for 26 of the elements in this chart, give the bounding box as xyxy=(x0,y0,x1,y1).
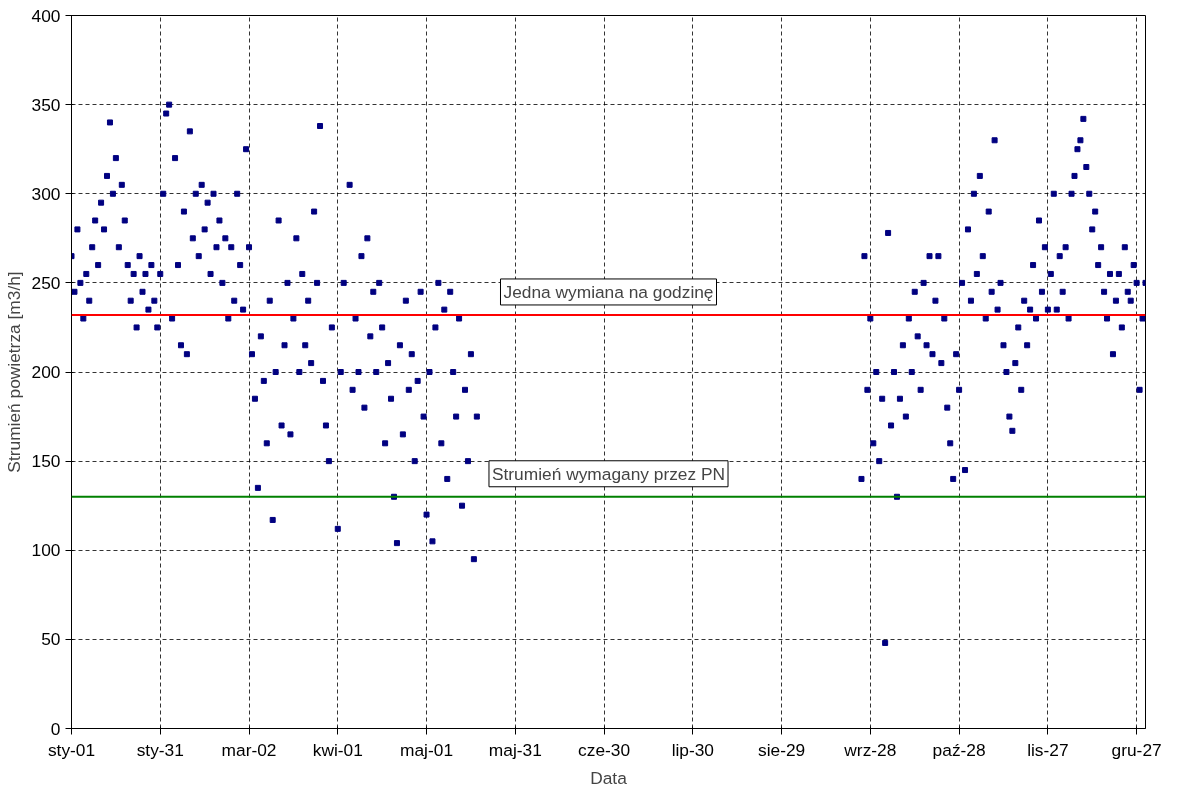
y-tick-label: 0 xyxy=(50,718,61,739)
x-tick-label: paź-28 xyxy=(932,739,986,760)
y-tick-label: 250 xyxy=(31,272,61,293)
x-tick-label: sie-29 xyxy=(757,739,806,760)
y-tick-label: 350 xyxy=(31,94,61,115)
y-tick-label: 400 xyxy=(31,5,61,26)
y-tick-label: 50 xyxy=(41,629,61,650)
x-tick-label: cze-30 xyxy=(578,739,631,760)
x-tick-label: gru-27 xyxy=(1111,739,1162,760)
y-axis-title: Strumień powietrza [m3/h] xyxy=(3,271,24,473)
y-tick-label: 300 xyxy=(31,183,61,204)
x-tick-label: sty-31 xyxy=(136,739,184,760)
x-tick-label: wrz-28 xyxy=(843,739,897,760)
y-tick-label: 150 xyxy=(31,451,61,472)
x-tick-label: lis-27 xyxy=(1027,739,1069,760)
ref-line-label: Strumień wymagany przez PN xyxy=(491,463,726,484)
x-axis-title: Data xyxy=(590,767,628,788)
ref-line-label: Jedna wymiana na godzinę xyxy=(503,281,714,302)
x-tick-label: maj-01 xyxy=(400,739,454,760)
x-tick-label: lip-30 xyxy=(671,739,715,760)
y-tick-label: 100 xyxy=(31,540,61,561)
x-tick-label: kwi-01 xyxy=(312,739,363,760)
x-tick-label: sty-01 xyxy=(47,739,96,760)
x-tick-label: maj-31 xyxy=(488,739,542,760)
x-tick-label: mar-02 xyxy=(221,739,277,760)
y-tick-label: 200 xyxy=(31,362,61,382)
